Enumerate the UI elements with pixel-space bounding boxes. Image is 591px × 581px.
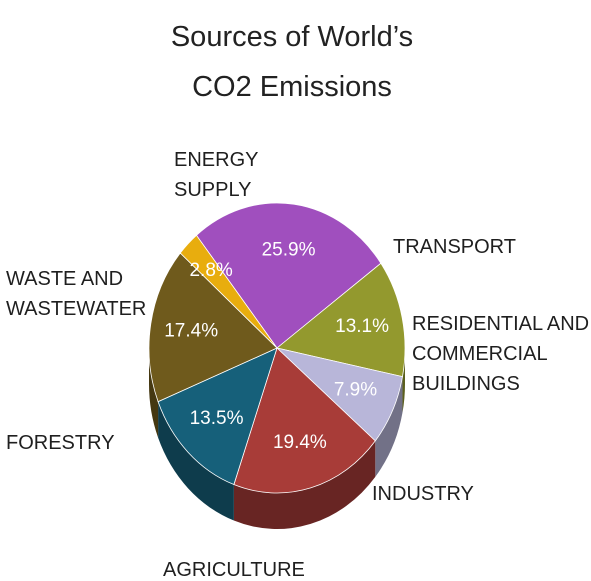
slice-name-label: TRANSPORT	[393, 236, 516, 258]
slice-name-label: SUPPLY	[174, 179, 251, 201]
chart-title-line: CO2 Emissions	[192, 71, 392, 103]
slice-name-label: BUILDINGS	[412, 373, 520, 395]
chart-title-line: Sources of World’s	[171, 21, 413, 53]
pie-depth-side	[375, 376, 403, 477]
slice-name-label: INDUSTRY	[372, 483, 474, 505]
slice-labels: ENERGY SUPPLY TRANSPORT RESIDENTIAL AND COMM…	[6, 149, 589, 581]
slice-name-label: AGRICULTURE	[163, 559, 305, 581]
slice-name-label: ENERGY	[174, 149, 258, 171]
slice-name-label: RESIDENTIAL AND	[412, 313, 589, 335]
pie-slice	[276, 262, 406, 378]
slice-value-label: 7.9%	[334, 380, 377, 401]
slice-name-label: FORESTRY	[6, 432, 115, 454]
chart-title: Sources of World’s CO2 Emissions	[171, 21, 413, 103]
slice-value-label: 13.1%	[335, 316, 389, 337]
slice-value-label: 2.8%	[189, 260, 232, 281]
pie-depth	[149, 348, 405, 529]
slice-value-label: 25.9%	[262, 239, 316, 260]
slice-name-label: WASTEWATER	[6, 298, 146, 320]
pie-depth-side	[149, 348, 159, 438]
pie-slice	[148, 252, 278, 403]
pie-depth-side	[158, 401, 234, 521]
pie-slice	[157, 347, 278, 486]
slice-value-label: 17.4%	[164, 321, 218, 342]
slice-name-label: COMMERCIAL	[412, 343, 548, 365]
slice-value-label: 13.5%	[190, 408, 244, 429]
value-labels: 25.9% 13.1% 7.9% 19.4% 13.5% 17.4% 2.8%	[164, 239, 389, 453]
pie-slice	[179, 234, 278, 349]
pie-slice	[195, 202, 382, 349]
slice-value-label: 19.4%	[273, 432, 327, 453]
pie-slice	[233, 347, 376, 494]
pie-depth-side	[233, 440, 376, 529]
slice-name-label: WASTE AND	[6, 268, 123, 290]
pie-slices	[148, 202, 406, 494]
